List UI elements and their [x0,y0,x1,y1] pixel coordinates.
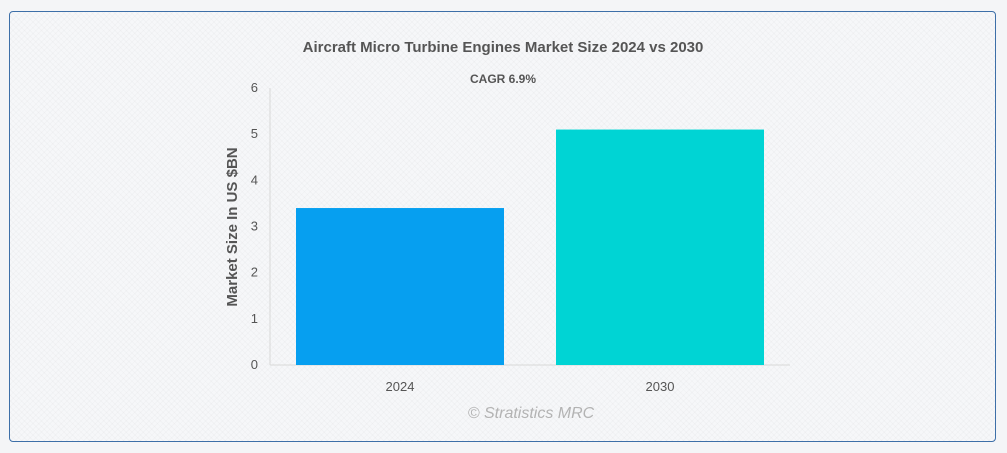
y-tick-label: 3 [251,219,258,234]
y-tick-label: 1 [251,311,258,326]
y-tick-label: 6 [251,80,258,95]
bars [296,129,764,365]
y-tick-label: 5 [251,126,258,141]
x-tick-label: 2030 [646,379,675,394]
watermark: © Stratistics MRC [468,405,595,422]
bar-2030 [556,129,764,365]
chart-subtitle: CAGR 6.9% [470,72,536,86]
y-tick-label: 2 [251,265,258,280]
y-ticks: 0 1 2 3 4 5 6 [251,80,258,372]
x-tick-label: 2024 [386,379,415,394]
chart-title: Aircraft Micro Turbine Engines Market Si… [303,39,704,56]
x-ticks: 2024 2030 [386,379,675,394]
y-tick-label: 0 [251,357,258,372]
y-tick-label: 4 [251,172,258,187]
y-axis-label: Market Size In US $BN [224,147,241,306]
bar-2024 [296,208,504,365]
